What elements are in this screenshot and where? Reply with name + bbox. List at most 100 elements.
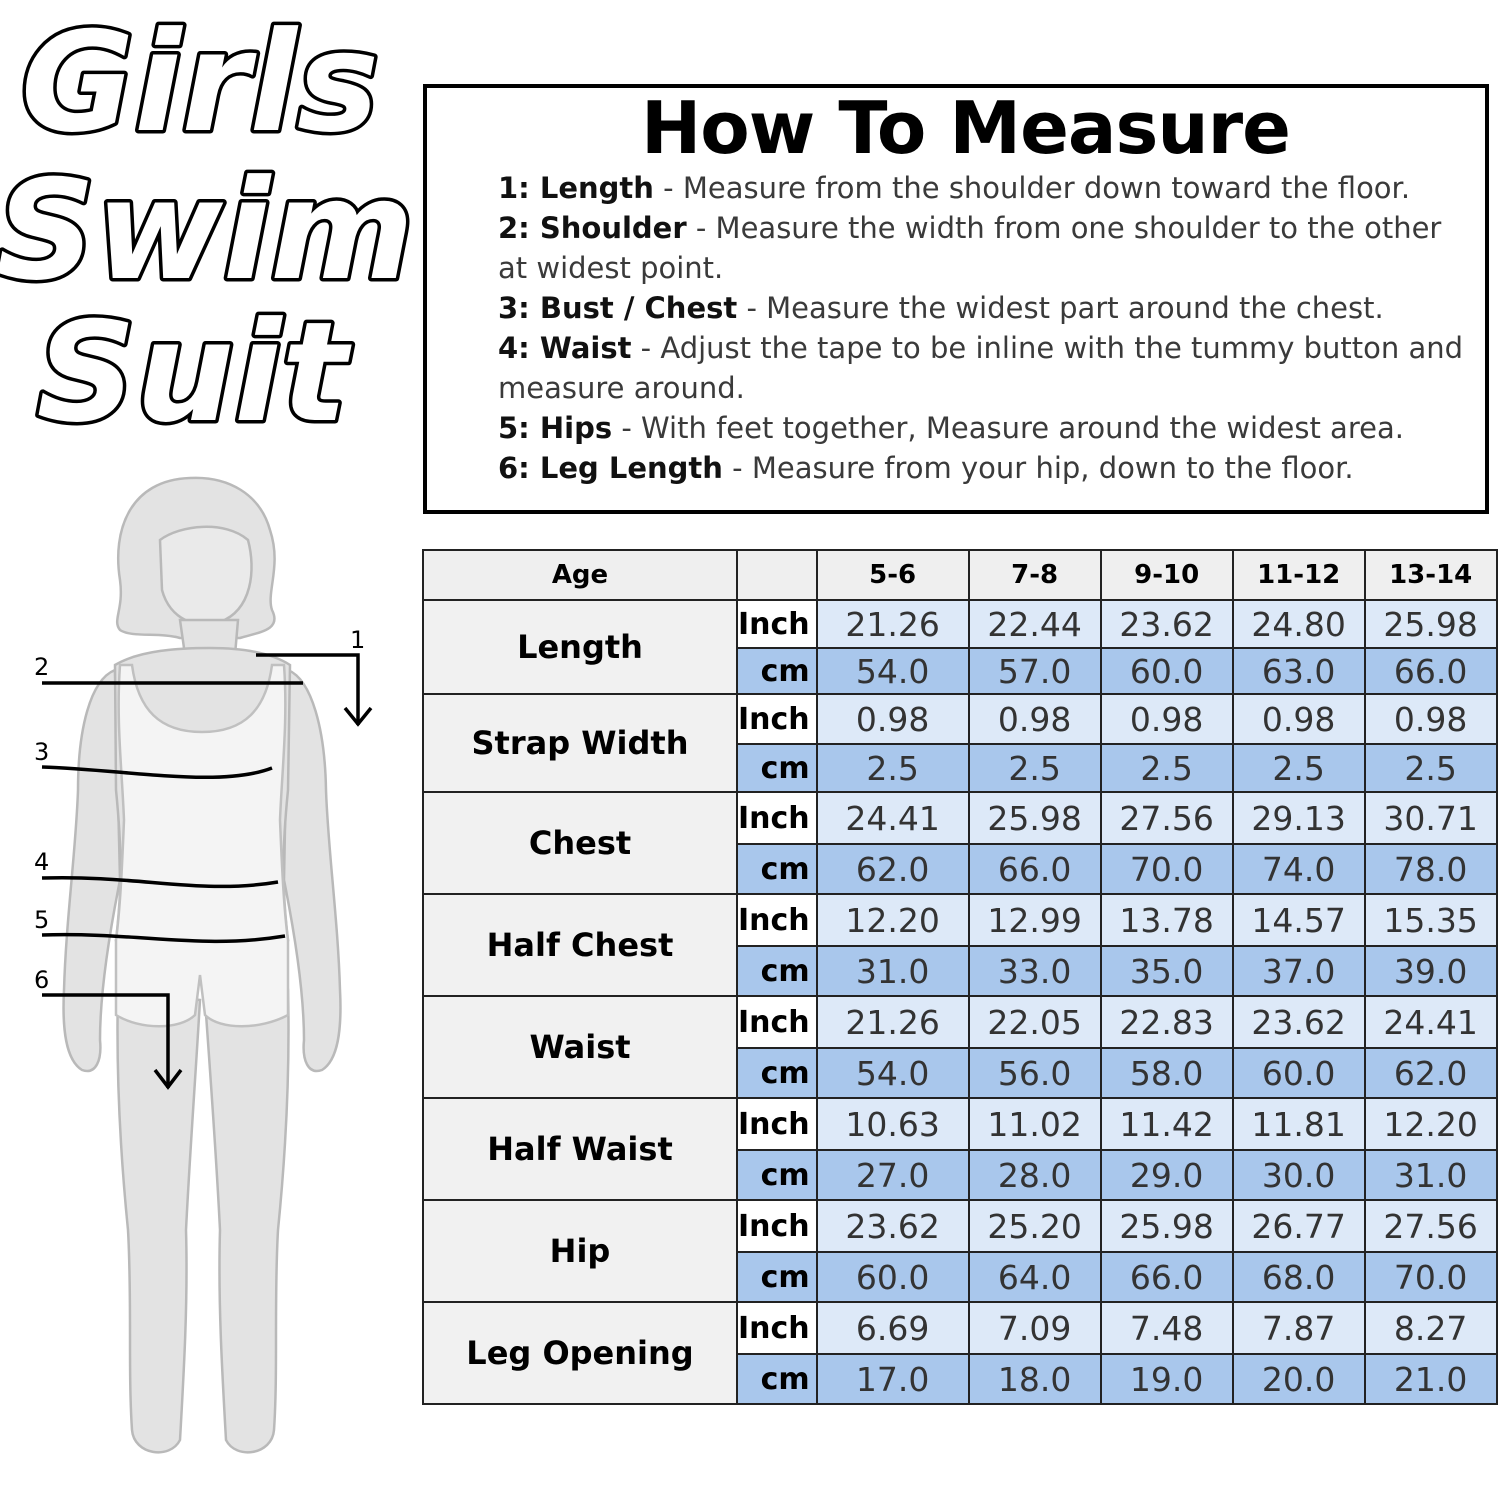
measurement-name: Strap Width [422,693,738,793]
table-row: cm 62.0 66.0 70.0 74.0 78.0 [423,843,1498,895]
value-cell: 22.44 [967,599,1102,649]
value-cell: 2.5 [1231,743,1366,793]
step-hips: 5: Hips - With feet together, Measure ar… [498,408,1478,448]
table-row: cm 54.0 57.0 60.0 63.0 66.0 [423,647,1498,695]
unit-label-inch: Inch [736,693,818,745]
header-age-col: 7-8 [967,549,1102,601]
unit-label-cm: cm [736,743,818,793]
value-cell: 25.98 [967,791,1102,845]
unit-label-inch: Inch [736,995,818,1049]
value-cell: 24.41 [1363,995,1498,1049]
value-cell: 31.0 [815,945,970,997]
value-cell: 23.62 [1231,995,1366,1049]
value-cell: 56.0 [967,1047,1102,1099]
value-cell: 54.0 [815,1047,970,1099]
table-row: Half Waist Inch 10.63 11.02 11.42 11.81 12.20 [422,1097,1498,1201]
value-cell: 62.0 [1363,1047,1498,1099]
value-cell: 63.0 [1231,647,1366,695]
unit-label-inch: Inch [736,599,818,649]
value-cell: 7.87 [1231,1301,1366,1355]
value-cell: 28.0 [967,1149,1102,1201]
value-cell: 25.98 [1363,599,1498,649]
step-label: 3: Bust / Chest [498,291,738,325]
value-cell: 11.02 [967,1097,1102,1151]
size-chart-table: Age 5-6 7-8 9-10 11-12 13-14 Length Inch 2… [422,549,1498,1405]
how-to-measure-heading: How To Measure [641,86,1291,170]
value-cell: 21.26 [815,995,970,1049]
value-cell: 12.20 [1363,1097,1498,1151]
title-lettering: Girls Swim Suit [0,0,410,450]
header-age-col: 5-6 [815,549,970,601]
value-cell: 2.5 [967,743,1102,793]
step-label: 1: Length [498,171,654,205]
value-cell: 58.0 [1099,1047,1234,1099]
measurement-name: Leg Opening [422,1301,738,1405]
value-cell: 66.0 [1363,647,1498,695]
value-cell: 60.0 [1099,647,1234,695]
value-cell: 30.0 [1231,1149,1366,1201]
value-cell: 15.35 [1363,893,1498,947]
unit-label-inch: Inch [736,791,818,845]
body-figure: 1 2 3 4 5 6 [20,470,420,1500]
value-cell: 20.0 [1231,1353,1366,1405]
value-cell: 0.98 [1363,693,1498,745]
value-cell: 60.0 [815,1251,970,1303]
table-row: Hip Inch 23.62 25.20 25.98 26.77 27.56 [422,1199,1498,1303]
value-cell: 2.5 [1099,743,1234,793]
marker-4: 4 [34,848,49,876]
value-cell: 60.0 [1231,1047,1366,1099]
step-shoulder: 2: Shoulder - Measure the width from one… [498,208,1478,288]
unit-label-cm: cm [736,1251,818,1303]
header-age-col: 9-10 [1099,549,1234,601]
value-cell: 23.62 [1099,599,1234,649]
figure-face [158,525,253,626]
marker-2: 2 [34,653,49,681]
title-line-3: Suit [37,292,353,450]
value-cell: 21.0 [1363,1353,1498,1405]
step-text: - Measure the widest part around the che… [737,291,1384,325]
measure-steps: 1: Length - Measure from the shoulder do… [498,168,1478,488]
value-cell: 0.98 [967,693,1102,745]
value-cell: 6.69 [815,1301,970,1355]
value-cell: 29.13 [1231,791,1366,845]
measurement-name: Waist [422,995,738,1099]
unit-label-cm: cm [736,1047,818,1099]
figure-left-arm [62,668,122,1073]
table-row: cm 60.0 64.0 66.0 68.0 70.0 [423,1251,1498,1303]
step-text: - Measure from the shoulder down toward … [653,171,1411,205]
figure-right-arm [282,668,342,1073]
value-cell: 13.78 [1099,893,1234,947]
table-row: cm 2.5 2.5 2.5 2.5 2.5 [423,743,1498,793]
value-cell: 17.0 [815,1353,970,1405]
value-cell: 57.0 [967,647,1102,695]
figure-left-leg [116,988,202,1454]
value-cell: 0.98 [815,693,970,745]
header-unit [736,549,818,601]
value-cell: 78.0 [1363,843,1498,895]
value-cell: 33.0 [967,945,1102,997]
value-cell: 8.27 [1363,1301,1498,1355]
value-cell: 14.57 [1231,893,1366,947]
measurement-name: Hip [422,1199,738,1303]
value-cell: 2.5 [1363,743,1498,793]
value-cell: 11.81 [1231,1097,1366,1151]
value-cell: 7.09 [967,1301,1102,1355]
value-cell: 0.98 [1231,693,1366,745]
marker-5: 5 [34,906,49,934]
how-to-measure-box [423,84,1489,514]
unit-label-inch: Inch [736,893,818,947]
table-row: Length Inch 21.26 22.44 23.62 24.80 25.98 [422,599,1498,695]
value-cell: 62.0 [815,843,970,895]
step-waist: 4: Waist - Adjust the tape to be inline … [498,328,1478,408]
figure-swimsuit [114,663,290,1028]
value-cell: 35.0 [1099,945,1234,997]
value-cell: 70.0 [1363,1251,1498,1303]
value-cell: 11.42 [1099,1097,1234,1151]
value-cell: 25.20 [967,1199,1102,1253]
table-row: cm 31.0 33.0 35.0 37.0 39.0 [423,945,1498,997]
table-row: Leg Opening Inch 6.69 7.09 7.48 7.87 8.27 [422,1301,1498,1405]
value-cell: 18.0 [967,1353,1102,1405]
marker-3: 3 [34,738,49,766]
value-cell: 2.5 [815,743,970,793]
value-cell: 10.63 [815,1097,970,1151]
